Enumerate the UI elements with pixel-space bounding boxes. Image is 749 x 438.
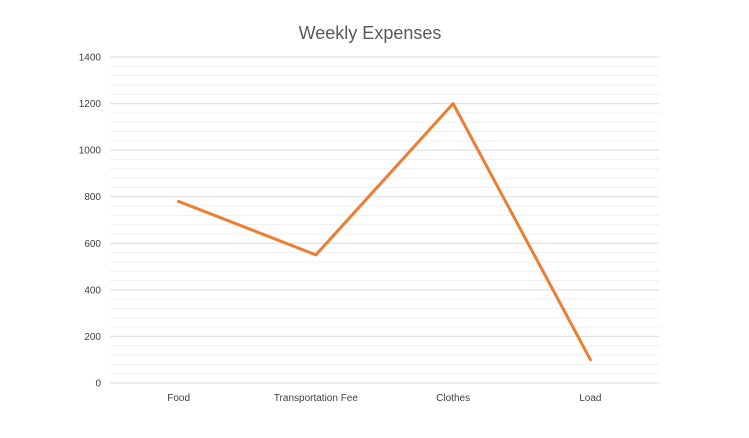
chart-title: Weekly Expenses xyxy=(299,23,442,43)
y-tick-label: 1000 xyxy=(79,146,102,157)
y-tick-label: 200 xyxy=(84,332,101,343)
series-line xyxy=(177,102,592,362)
x-axis-tick-labels: Food Transportation Fee Clothes Load xyxy=(167,393,601,404)
x-tick-label: Load xyxy=(579,393,601,404)
x-tick-label: Food xyxy=(167,393,190,404)
y-axis-tick-labels: 0 200 400 600 800 1000 1200 1400 xyxy=(79,53,102,390)
minor-gridlines xyxy=(110,65,659,375)
y-tick-label: 1200 xyxy=(79,99,102,110)
y-tick-label: 600 xyxy=(84,239,101,250)
y-tick-label: 400 xyxy=(84,285,101,296)
major-gridlines xyxy=(110,56,659,384)
y-tick-label: 800 xyxy=(84,192,101,203)
x-tick-label: Clothes xyxy=(436,393,470,404)
y-tick-label: 0 xyxy=(95,379,101,390)
x-tick-label: Transportation Fee xyxy=(274,393,359,404)
series-group xyxy=(177,102,592,362)
y-tick-label: 1400 xyxy=(79,53,102,64)
